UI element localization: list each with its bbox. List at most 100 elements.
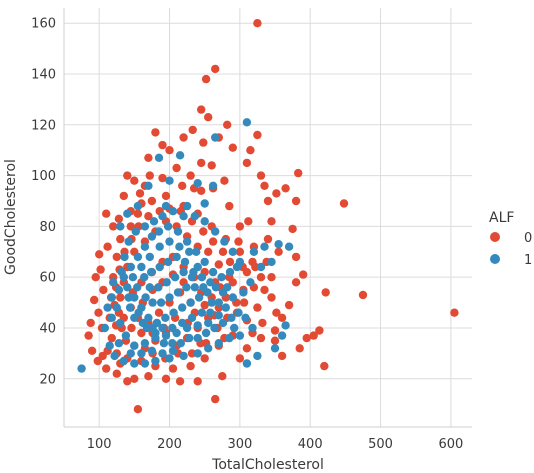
- data-point: [133, 283, 142, 292]
- data-point: [165, 146, 174, 155]
- data-point: [214, 260, 223, 269]
- data-point: [211, 394, 220, 404]
- data-point: [294, 168, 303, 178]
- data-point: [199, 138, 208, 147]
- data-point: [197, 105, 206, 114]
- data-point: [197, 186, 206, 195]
- data-point: [137, 328, 146, 338]
- data-point: [178, 181, 187, 190]
- data-point: [154, 283, 163, 292]
- data-point: [450, 308, 459, 317]
- data-point: [185, 247, 194, 256]
- data-point: [260, 242, 269, 251]
- x-tick-labels: 100 200 300 400 500 600: [87, 437, 464, 452]
- data-point: [281, 321, 290, 330]
- data-point: [103, 303, 112, 312]
- data-point: [228, 293, 237, 302]
- data-point: [277, 351, 287, 361]
- data-point: [165, 354, 174, 363]
- data-point: [200, 217, 209, 226]
- x-tick-label: 100: [87, 437, 112, 452]
- data-point: [302, 333, 311, 343]
- data-point: [186, 298, 195, 307]
- data-point: [211, 133, 220, 142]
- x-tick-label: 300: [227, 437, 252, 452]
- data-point: [151, 356, 160, 366]
- data-point: [193, 179, 202, 188]
- data-point: [178, 318, 187, 328]
- data-point: [235, 247, 245, 256]
- data-point: [223, 120, 232, 129]
- data-point: [165, 237, 174, 246]
- y-tick-label: 80: [39, 220, 56, 235]
- data-point: [235, 257, 245, 267]
- data-point: [178, 303, 187, 312]
- data-point: [321, 288, 330, 297]
- data-point: [125, 303, 135, 312]
- data-point: [116, 234, 125, 244]
- data-point: [99, 285, 108, 295]
- data-point: [140, 359, 150, 368]
- data-point: [288, 224, 297, 234]
- data-point: [175, 242, 184, 251]
- data-point: [154, 308, 164, 317]
- data-point: [140, 339, 150, 348]
- y-tick-label: 20: [39, 372, 56, 387]
- data-point: [87, 346, 97, 355]
- data-point: [168, 346, 178, 355]
- data-point: [107, 313, 117, 322]
- data-point: [161, 201, 171, 211]
- data-point: [193, 349, 202, 358]
- data-point: [179, 267, 188, 277]
- data-point: [263, 234, 273, 244]
- data-point: [267, 257, 276, 267]
- data-point: [161, 331, 171, 340]
- data-point: [260, 181, 269, 190]
- data-point: [214, 339, 223, 348]
- data-point: [116, 293, 125, 302]
- data-point: [211, 283, 221, 292]
- data-point: [258, 318, 267, 328]
- data-point: [320, 361, 329, 371]
- data-point: [242, 158, 252, 168]
- data-point: [172, 163, 181, 173]
- data-point: [140, 242, 150, 251]
- data-point: [207, 161, 216, 170]
- data-point: [193, 262, 202, 272]
- data-point: [272, 308, 281, 317]
- data-point: [158, 349, 167, 358]
- data-point: [154, 227, 164, 236]
- data-point: [239, 298, 249, 307]
- data-point: [130, 176, 139, 185]
- data-point: [123, 377, 132, 386]
- data-point: [109, 278, 118, 287]
- data-point: [107, 293, 117, 302]
- data-point: [267, 217, 276, 226]
- legend-title: ALF: [489, 210, 514, 226]
- data-point: [145, 252, 154, 262]
- data-point: [175, 151, 185, 160]
- data-point: [199, 283, 208, 292]
- data-point: [201, 328, 211, 338]
- data-point: [201, 74, 211, 84]
- data-point: [149, 217, 159, 226]
- data-point: [200, 199, 209, 208]
- data-point: [197, 308, 207, 317]
- data-point: [193, 321, 202, 330]
- data-point: [163, 257, 173, 267]
- data-point: [130, 359, 139, 368]
- data-point: [147, 232, 157, 241]
- data-point: [158, 173, 167, 183]
- data-point: [190, 212, 199, 221]
- data-point: [193, 333, 202, 343]
- data-point: [221, 303, 230, 312]
- data-point: [123, 209, 132, 218]
- data-point: [199, 227, 208, 236]
- data-point: [204, 113, 213, 122]
- data-point: [192, 247, 201, 256]
- data-point: [126, 349, 135, 358]
- data-point: [281, 184, 290, 193]
- data-point: [339, 199, 349, 208]
- data-point: [135, 189, 145, 198]
